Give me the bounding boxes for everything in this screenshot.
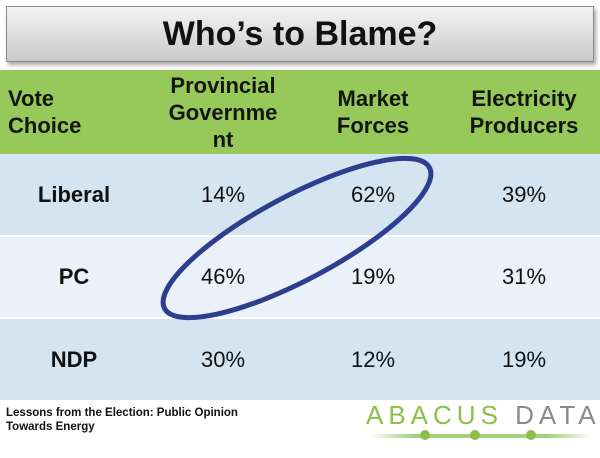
market-forces-cell: 62% <box>350 181 396 207</box>
electricity-producers-cell: 19% <box>448 317 600 400</box>
provincial-government-cell: 46% <box>148 235 298 318</box>
logo-word-abacus: ABACUS <box>366 400 503 430</box>
table-row-liberal: Liberal 14% 62% 39% <box>0 154 600 236</box>
table-row-ndp: NDP 30% 12% 19% <box>0 317 600 400</box>
abacus-data-logo: ABACUS DATA <box>366 400 596 452</box>
party-label: NDP <box>0 317 148 400</box>
market-forces-cell: 12% <box>298 317 448 400</box>
provincial-government-cell: 30% <box>148 317 298 400</box>
electricity-producers-cell: 39% <box>501 181 547 207</box>
footer-caption: Lessons from the Election: Public Opinio… <box>6 407 238 433</box>
header-vote-choice: Vote Choice <box>8 86 82 138</box>
table-header-row: Vote Choice Provincial Governme nt Marke… <box>0 70 600 154</box>
logo-word-data: DATA <box>515 400 600 430</box>
blame-table: Vote Choice Provincial Governme nt Marke… <box>0 70 600 400</box>
logo-wordmark: ABACUS DATA <box>366 400 596 430</box>
electricity-producers-cell: 31% <box>448 235 600 318</box>
slide-title: Who’s to Blame? <box>162 14 438 53</box>
table-row-pc: PC 46% 19% 31% <box>0 235 600 318</box>
header-provincial-government: Provincial Governme nt <box>168 72 278 152</box>
title-bar: Who’s to Blame? <box>6 6 594 62</box>
party-label: PC <box>0 235 148 318</box>
logo-dot-icon <box>526 430 536 440</box>
party-label: Liberal <box>37 181 111 207</box>
logo-rule <box>370 430 592 440</box>
header-market-forces: Market Forces <box>336 86 410 138</box>
logo-dot-icon <box>470 430 480 440</box>
provincial-government-cell: 14% <box>200 181 246 207</box>
header-electricity-producers: Electricity Producers <box>469 86 579 138</box>
market-forces-cell: 19% <box>298 235 448 318</box>
logo-dot-icon <box>420 430 430 440</box>
